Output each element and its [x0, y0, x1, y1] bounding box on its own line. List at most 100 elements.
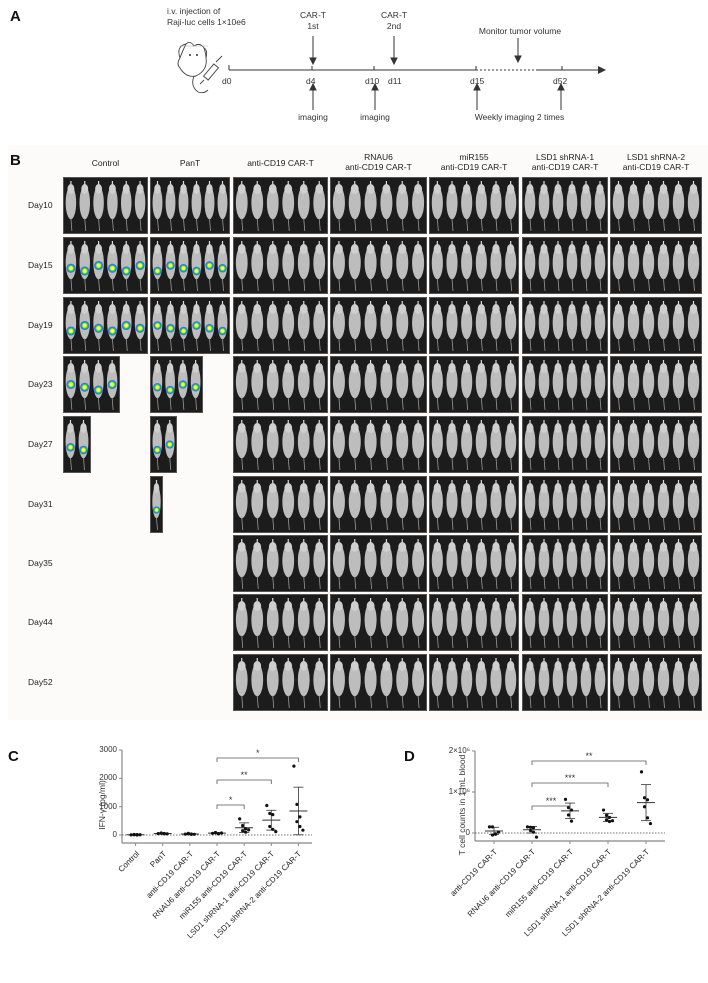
bioluminescence-image: [233, 416, 328, 473]
bioluminescence-image: [233, 654, 328, 711]
tick-d10: d10: [365, 76, 380, 86]
bioluminescence-image: [63, 297, 148, 354]
bioluminescence-image: [63, 237, 148, 294]
bioluminescence-image: [233, 177, 328, 234]
column-header-line2: anti-CD19 CAR-T: [622, 162, 690, 172]
column-header: LSD1 shRNA-2 anti-CD19 CAR-T: [596, 152, 708, 172]
column-header-line2: anti-CD19 CAR-T: [531, 162, 599, 172]
bioluminescence-image: [233, 297, 328, 354]
bioluminescence-image: [429, 177, 519, 234]
bioluminescence-image: [429, 476, 519, 533]
svg-text:**: **: [585, 751, 593, 761]
bioluminescence-image: [522, 297, 608, 354]
svg-text:**: **: [241, 770, 249, 780]
bioluminescence-image: [330, 356, 427, 413]
bioluminescence-image: [610, 297, 702, 354]
tick-d52: d52: [553, 76, 568, 86]
svg-text:*: *: [256, 748, 260, 758]
row-label: Day19: [28, 319, 53, 330]
bioluminescence-image: [522, 535, 608, 592]
bioluminescence-image: [522, 476, 608, 533]
injection-label-2: Raji-luc cells 1×10e6: [167, 17, 246, 27]
x-tick-label: miR155 anti-CD19 CAR-T: [177, 849, 250, 922]
tick-d0: d0: [222, 76, 232, 86]
bioluminescence-image: [522, 416, 608, 473]
event-cart-2nd-line2: 2nd: [386, 21, 402, 31]
row-label: Day27: [28, 438, 53, 449]
row-label: Day52: [28, 676, 53, 687]
bioluminescence-image: [63, 356, 120, 413]
panel-letter-c: C: [8, 748, 19, 765]
column-header-line1: LSD1 shRNA-1: [535, 152, 595, 162]
event-imaging-d10: imaging: [360, 112, 390, 122]
y-tick-label: 3000: [99, 745, 117, 754]
event-monitor-tumor: Monitor tumor volume: [478, 26, 562, 36]
bioluminescence-image: [429, 654, 519, 711]
x-tick-label: LSD1 shRNA-1 anti-CD19 CAR-T: [185, 849, 277, 941]
bioluminescence-image: [429, 356, 519, 413]
bioluminescence-image: [429, 416, 519, 473]
column-header: PanT: [130, 158, 250, 168]
column-header: Control: [46, 158, 166, 168]
column-header: RNAU6 anti-CD19 CAR-T: [319, 152, 439, 172]
svg-text:***: ***: [565, 773, 576, 783]
y-tick-label: 1×10⁶: [448, 787, 470, 796]
bioluminescence-image: [522, 594, 608, 651]
bioluminescence-image: [610, 594, 702, 651]
bioluminescence-image: [522, 356, 608, 413]
svg-text:*: *: [229, 795, 233, 805]
bioluminescence-image: [150, 416, 177, 473]
column-header-line1: RNAU6: [364, 152, 393, 162]
y-tick-label: 0: [465, 828, 470, 837]
bioluminescence-image: [330, 177, 427, 234]
bioluminescence-image: [330, 535, 427, 592]
bioluminescence-image: [233, 237, 328, 294]
bioluminescence-image: [233, 356, 328, 413]
event-cart-1st-line2: 1st: [307, 21, 319, 31]
event-cart-1st-line1: CAR-T: [300, 10, 326, 20]
bioluminescence-image: [522, 237, 608, 294]
row-label: Day15: [28, 259, 53, 270]
bioluminescence-image: [610, 416, 702, 473]
column-header-line2: anti-CD19 CAR-T: [440, 162, 508, 172]
column-header: anti-CD19 CAR-T: [221, 158, 341, 168]
bioluminescence-image: [610, 654, 702, 711]
bioluminescence-image: [429, 594, 519, 651]
bioluminescence-image: [610, 535, 702, 592]
bioluminescence-image: [233, 476, 328, 533]
column-header: miR155 anti-CD19 CAR-T: [414, 152, 534, 172]
x-tick-label: LSD1 shRNA-2 anti-CD19 CAR-T: [212, 849, 304, 941]
bioluminescence-image: [610, 356, 702, 413]
scatter-chart-d: ********: [472, 750, 665, 844]
y-tick-label: 1000: [99, 801, 117, 811]
tick-d11: d11: [388, 76, 402, 86]
bioluminescence-image: [330, 237, 427, 294]
bioluminescence-image: [330, 416, 427, 473]
tick-d15: d15: [470, 76, 485, 86]
bioluminescence-image: [610, 177, 702, 234]
row-label: Day23: [28, 378, 53, 389]
bioluminescence-image: [330, 594, 427, 651]
bioluminescence-image: [233, 594, 328, 651]
row-label: Day44: [28, 616, 53, 627]
bioluminescence-image: [150, 237, 230, 294]
bioluminescence-image: [233, 535, 328, 592]
column-header-line1: miR155: [459, 152, 489, 162]
panel-letter-b: B: [10, 152, 21, 169]
bioluminescence-image: [330, 476, 427, 533]
y-tick-label: 2000: [99, 773, 117, 783]
row-label: Day31: [28, 498, 53, 509]
bioluminescence-image: [150, 476, 163, 533]
event-imaging-d4: imaging: [298, 112, 328, 122]
bioluminescence-image: [330, 654, 427, 711]
svg-text:***: ***: [546, 796, 557, 806]
column-header-line2: anti-CD19 CAR-T: [345, 162, 412, 172]
bioluminescence-image: [63, 416, 91, 473]
bioluminescence-image: [150, 297, 230, 354]
column-header-line1: PanT: [179, 158, 201, 168]
timeline-arrows: [309, 36, 565, 110]
tick-d4: d4: [306, 76, 316, 86]
column-header-line1: anti-CD19 CAR-T: [247, 158, 314, 168]
event-cart-2nd-line1: CAR-T: [381, 10, 407, 20]
column-header: LSD1 shRNA-1 anti-CD19 CAR-T: [505, 152, 625, 172]
